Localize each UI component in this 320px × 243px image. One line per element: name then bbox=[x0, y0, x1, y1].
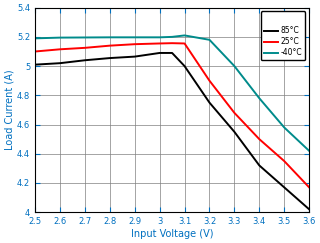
85°C bbox=[83, 59, 87, 62]
25°C bbox=[158, 42, 162, 45]
Y-axis label: Load Current (A): Load Current (A) bbox=[4, 69, 14, 150]
Line: -40°C: -40°C bbox=[35, 35, 309, 151]
25°C bbox=[33, 50, 37, 53]
25°C bbox=[257, 138, 261, 141]
Line: 85°C: 85°C bbox=[35, 53, 309, 209]
85°C bbox=[133, 55, 137, 58]
Legend: 85°C, 25°C, -40°C: 85°C, 25°C, -40°C bbox=[261, 11, 305, 60]
25°C bbox=[108, 44, 112, 47]
85°C bbox=[158, 52, 162, 54]
25°C bbox=[232, 111, 236, 114]
85°C bbox=[307, 208, 311, 211]
85°C bbox=[282, 186, 286, 189]
-40°C bbox=[58, 36, 62, 39]
Text: $T_A$: $T_A$ bbox=[267, 12, 279, 26]
-40°C bbox=[232, 65, 236, 68]
85°C bbox=[257, 164, 261, 167]
-40°C bbox=[158, 36, 162, 39]
25°C bbox=[133, 43, 137, 46]
-40°C bbox=[257, 97, 261, 100]
25°C bbox=[282, 160, 286, 163]
25°C bbox=[83, 46, 87, 49]
85°C bbox=[183, 65, 187, 68]
85°C bbox=[232, 130, 236, 133]
-40°C bbox=[282, 126, 286, 129]
85°C bbox=[108, 57, 112, 60]
85°C bbox=[170, 52, 174, 54]
-40°C bbox=[208, 38, 212, 41]
-40°C bbox=[33, 37, 37, 40]
-40°C bbox=[83, 36, 87, 39]
-40°C bbox=[108, 36, 112, 39]
Line: 25°C: 25°C bbox=[35, 43, 309, 187]
85°C bbox=[33, 63, 37, 66]
-40°C bbox=[307, 149, 311, 152]
85°C bbox=[58, 62, 62, 65]
X-axis label: Input Voltage (V): Input Voltage (V) bbox=[131, 229, 213, 239]
-40°C bbox=[183, 34, 187, 37]
-40°C bbox=[170, 35, 174, 38]
25°C bbox=[307, 186, 311, 189]
25°C bbox=[183, 42, 187, 45]
25°C bbox=[170, 42, 174, 45]
25°C bbox=[58, 48, 62, 51]
25°C bbox=[208, 79, 212, 82]
-40°C bbox=[133, 36, 137, 39]
85°C bbox=[208, 101, 212, 104]
